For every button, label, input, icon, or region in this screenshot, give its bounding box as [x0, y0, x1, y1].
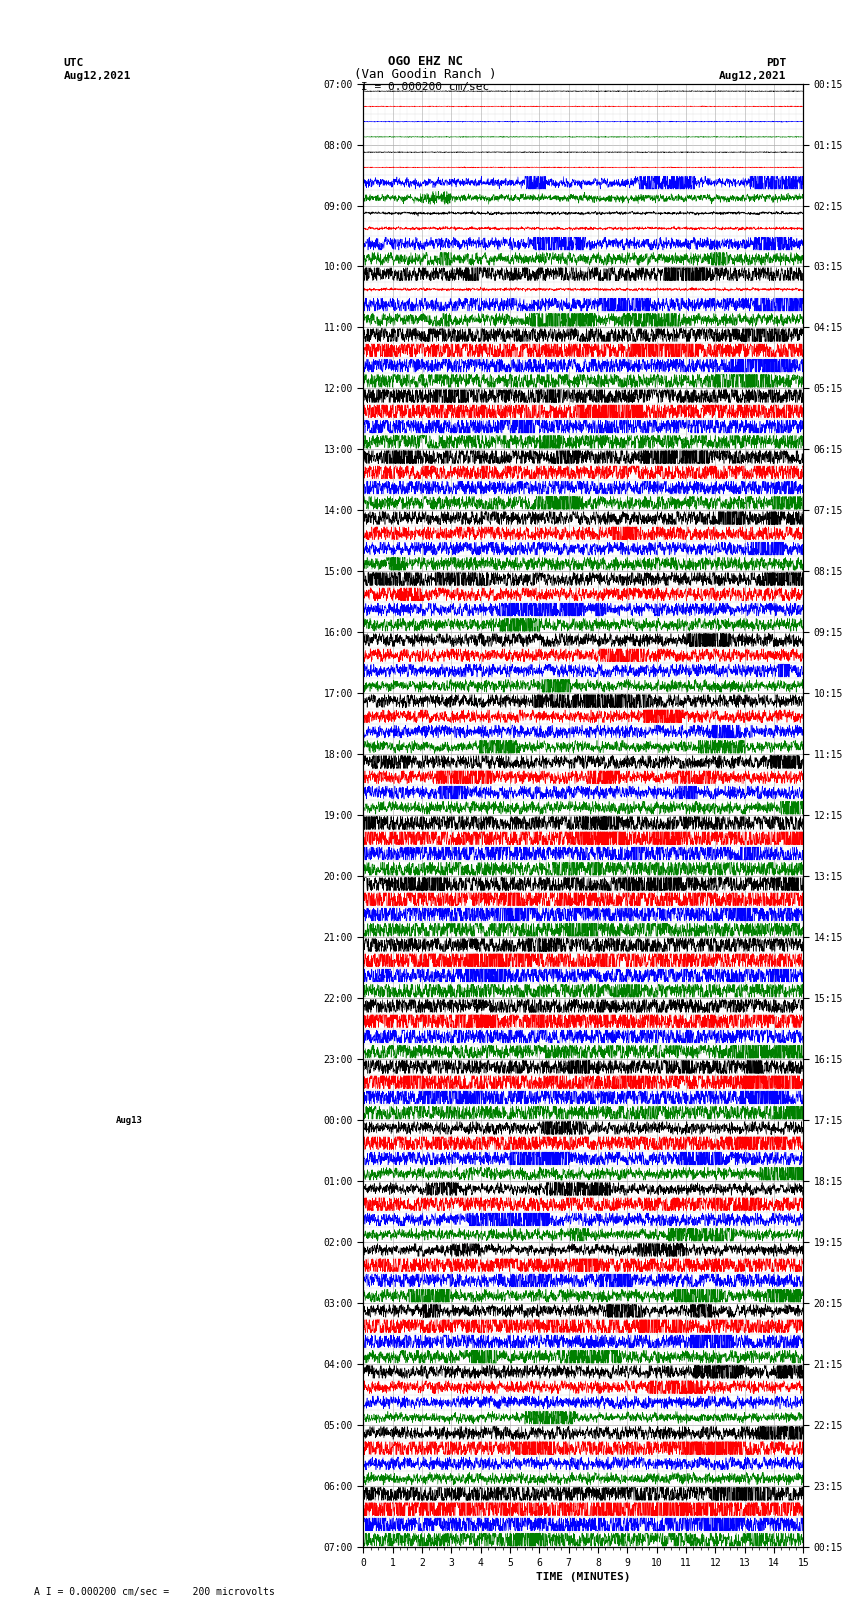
Text: I = 0.000200 cm/sec: I = 0.000200 cm/sec	[361, 82, 489, 92]
Text: OGO EHZ NC: OGO EHZ NC	[388, 55, 462, 68]
Text: (Van Goodin Ranch ): (Van Goodin Ranch )	[354, 68, 496, 81]
Text: PDT: PDT	[766, 58, 786, 68]
X-axis label: TIME (MINUTES): TIME (MINUTES)	[536, 1571, 631, 1582]
Text: Aug13: Aug13	[116, 1116, 143, 1124]
Text: A I = 0.000200 cm/sec =    200 microvolts: A I = 0.000200 cm/sec = 200 microvolts	[34, 1587, 275, 1597]
Text: Aug12,2021: Aug12,2021	[719, 71, 786, 81]
Text: Aug12,2021: Aug12,2021	[64, 71, 131, 81]
Text: UTC: UTC	[64, 58, 84, 68]
